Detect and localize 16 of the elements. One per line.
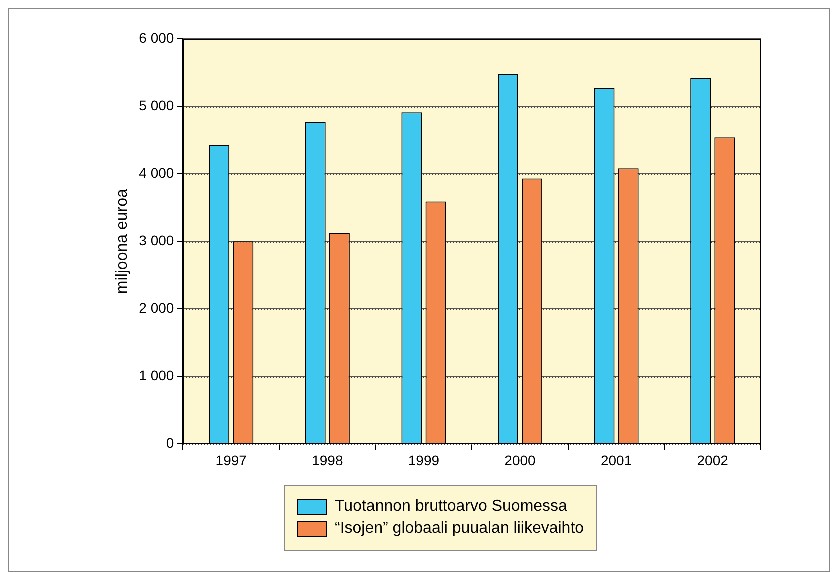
x-tick-label: 2002 xyxy=(697,452,729,468)
x-tick-label: 1999 xyxy=(408,452,440,468)
x-tick-label: 1997 xyxy=(216,452,248,468)
x-tick-label: 2000 xyxy=(504,452,536,468)
y-tick-label: 4 000 xyxy=(139,164,174,181)
x-tick-label: 2001 xyxy=(600,452,632,468)
y-tick-label: 5 000 xyxy=(139,97,174,114)
y-axis-title: miljoona euroa xyxy=(114,189,132,294)
x-tick-label: 1998 xyxy=(312,452,344,468)
y-tick-label: 6 000 xyxy=(139,30,174,46)
legend-label: Tuotannon bruttoarvo Suomessa xyxy=(335,498,568,516)
y-tick-label: 3 000 xyxy=(139,232,174,248)
y-tick-label: 2 000 xyxy=(139,300,174,316)
legend-label: “Isojen” globaali puualan liikevaihto xyxy=(335,520,584,538)
y-tick-label: 0 xyxy=(166,435,174,452)
y-tick-label: 1 000 xyxy=(139,368,174,384)
